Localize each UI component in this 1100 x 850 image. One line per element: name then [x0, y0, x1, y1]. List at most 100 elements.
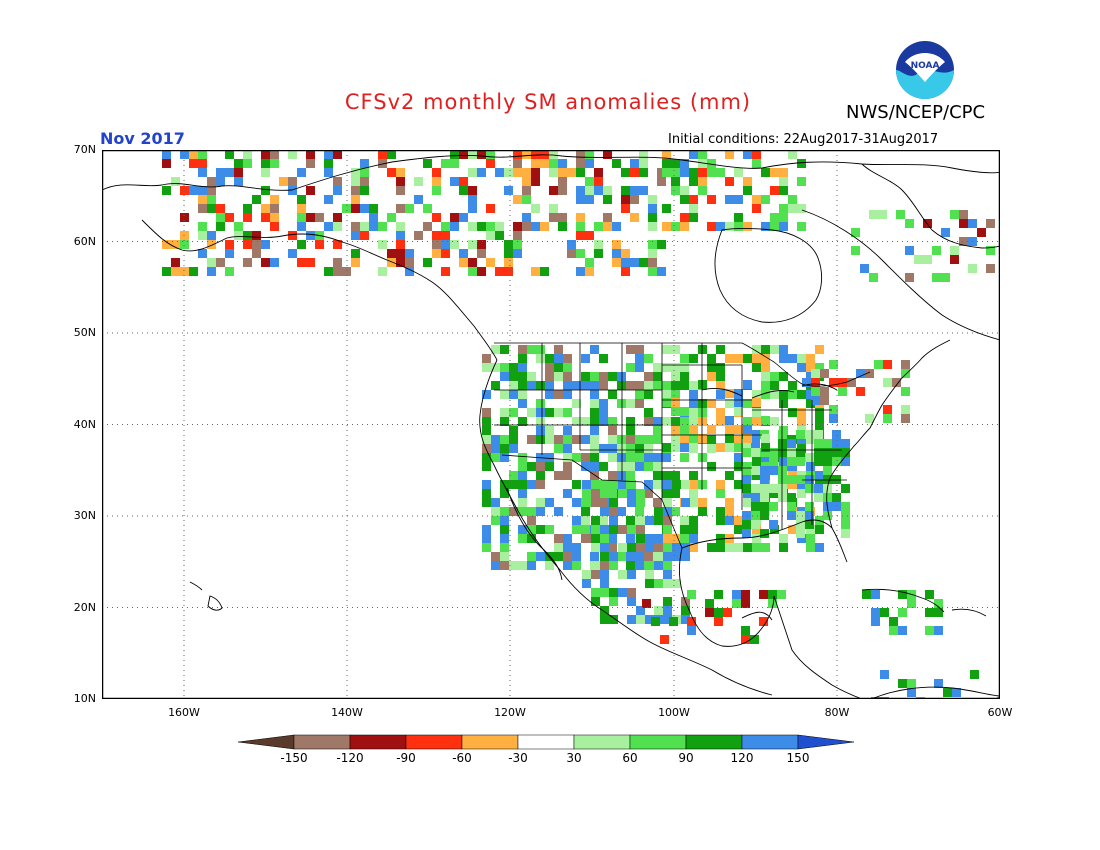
anomaly-cell [680, 372, 689, 381]
anomaly-cell [563, 444, 572, 453]
anomaly-cell [814, 448, 823, 457]
anomaly-cell [644, 462, 653, 471]
anomaly-cell [934, 608, 943, 617]
anomaly-cell [333, 258, 342, 267]
anomaly-cell [342, 267, 351, 276]
anomaly-cell [797, 408, 806, 417]
anomaly-cell [714, 590, 723, 599]
anomaly-cell [725, 507, 734, 516]
anomaly-cell [590, 561, 599, 570]
anomaly-cell [306, 258, 315, 267]
anomaly-cell [509, 471, 518, 480]
anomaly-cell [841, 448, 850, 457]
anomaly-cell [770, 222, 779, 231]
anomaly-cell [689, 150, 698, 159]
anomaly-cell [805, 475, 814, 484]
anomaly-cell [797, 534, 806, 543]
anomaly-cell [618, 543, 627, 552]
anomaly-cell [491, 552, 500, 561]
anomaly-cell [405, 204, 414, 213]
anomaly-cell [500, 390, 509, 399]
anomaly-cell [662, 398, 671, 407]
anomaly-cell [680, 195, 689, 204]
map-title: CFSv2 monthly SM anomalies (mm) [344, 90, 752, 114]
anomaly-cell [648, 213, 657, 222]
anomaly-cell [600, 543, 609, 552]
anomaly-cell [923, 219, 932, 228]
anomaly-cell [788, 390, 797, 399]
colorbar-label: -60 [452, 751, 472, 765]
anomaly-cell [716, 390, 725, 399]
anomaly-cell [752, 408, 761, 417]
anomaly-cell [743, 425, 752, 434]
anomaly-cell [608, 534, 617, 543]
anomaly-cell [672, 579, 681, 588]
anomaly-cell [549, 150, 558, 159]
anomaly-cell [725, 434, 734, 443]
anomaly-cell [441, 231, 450, 240]
anomaly-cell [297, 222, 306, 231]
anomaly-cell [441, 249, 450, 258]
anomaly-cell [689, 425, 698, 434]
anomaly-cell [509, 408, 518, 417]
anomaly-cell [977, 228, 986, 237]
anomaly-cell [225, 267, 234, 276]
anomaly-cell [600, 534, 609, 543]
anomaly-cell [751, 484, 760, 493]
anomaly-cell [698, 150, 707, 159]
anomaly-cell [198, 195, 207, 204]
anomaly-cell [324, 195, 333, 204]
anomaly-cell [545, 426, 554, 435]
anomaly-cell [644, 480, 653, 489]
anomaly-cell [707, 168, 716, 177]
anomaly-cell [705, 608, 714, 617]
anomaly-cell [663, 552, 672, 561]
anomaly-cell [654, 516, 663, 525]
anomaly-cell [716, 363, 725, 372]
anomaly-cell [599, 417, 608, 426]
anomaly-cell [635, 453, 644, 462]
anomaly-cell [779, 534, 788, 543]
anomaly-cell [378, 267, 387, 276]
anomaly-cell [216, 204, 225, 213]
anomaly-cell [626, 435, 635, 444]
anomaly-cell [716, 543, 725, 552]
anomaly-cell [716, 168, 725, 177]
anomaly-cell [788, 381, 797, 390]
anomaly-cell [522, 195, 531, 204]
month-label: Nov 2017 [100, 129, 185, 148]
anomaly-cell [600, 606, 609, 615]
anomaly-cell [581, 453, 590, 462]
anomaly-cell [468, 186, 477, 195]
colorbar-label: 150 [786, 751, 810, 765]
anomaly-cell [518, 372, 527, 381]
lon-label: 120W [494, 706, 526, 719]
anomaly-cell [806, 399, 815, 408]
anomaly-cell [369, 204, 378, 213]
anomaly-cell [883, 405, 892, 414]
anomaly-cell [554, 444, 563, 453]
anomaly-cell [572, 516, 581, 525]
anomaly-cell [306, 159, 315, 168]
anomaly-cell [725, 425, 734, 434]
anomaly-cell [600, 507, 609, 516]
anomaly-cell [590, 462, 599, 471]
anomaly-cell [509, 381, 518, 390]
anomaly-cell [896, 210, 905, 219]
anomaly-cell [609, 597, 618, 606]
anomaly-cell [660, 635, 669, 644]
anomaly-cell [680, 159, 689, 168]
anomaly-cell [657, 267, 666, 276]
anomaly-cell [612, 258, 621, 267]
anomaly-cell [360, 204, 369, 213]
anomaly-cell [333, 240, 342, 249]
anomaly-cell [600, 552, 609, 561]
anomaly-cell [707, 372, 716, 381]
anomaly-cell [612, 222, 621, 231]
anomaly-cell [270, 195, 279, 204]
anomaly-cell [549, 159, 558, 168]
anomaly-cell [743, 177, 752, 186]
anomaly-cell [805, 484, 814, 493]
anomaly-cell [797, 390, 806, 399]
anomaly-cell [707, 399, 716, 408]
